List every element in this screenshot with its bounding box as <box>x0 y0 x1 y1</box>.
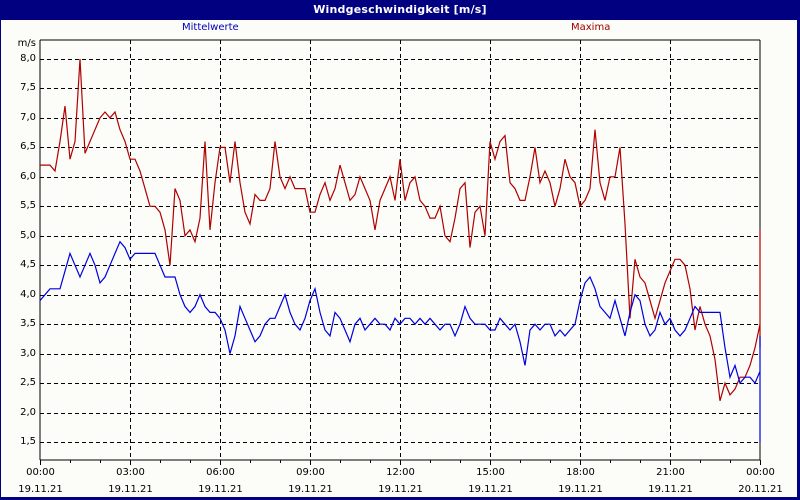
x-tick-date: 19.11.21 <box>18 484 63 495</box>
x-tick-date: 19.11.21 <box>648 484 693 495</box>
y-tick-label: 3,5 <box>20 317 36 329</box>
series-maxima-line <box>40 58 761 401</box>
x-tick-time: 09:00 <box>296 467 325 478</box>
x-tick-date: 19.11.21 <box>558 484 603 495</box>
x-tick-date: 19.11.21 <box>288 484 333 495</box>
x-tick-time: 03:00 <box>116 467 145 478</box>
x-tick-time: 21:00 <box>656 467 685 478</box>
y-tick-label: 2,0 <box>20 406 36 418</box>
y-tick-label: 8,0 <box>20 52 36 64</box>
x-tick-date: 19.11.21 <box>108 484 153 495</box>
y-tick-label: 5,0 <box>20 229 36 241</box>
x-tick-time: 12:00 <box>386 467 415 478</box>
y-tick-label: 6,0 <box>20 170 36 182</box>
window-title: Windgeschwindigkeit [m/s] <box>0 0 800 20</box>
y-tick-label: 6,5 <box>20 140 36 152</box>
x-tick-time: 18:00 <box>566 467 595 478</box>
y-axis-unit: m/s <box>17 38 36 49</box>
series-mittelwerte-line <box>39 240 761 442</box>
y-tick-label: 4,0 <box>20 288 36 300</box>
x-tick-time: 06:00 <box>206 467 235 478</box>
chart-panel <box>1 20 797 497</box>
y-tick-label: 2,5 <box>20 376 36 388</box>
x-tick-time: 15:00 <box>476 467 505 478</box>
y-tick-label: 1,5 <box>20 435 36 447</box>
y-tick-label: 4,5 <box>20 258 36 270</box>
legend-maxima: Maxima <box>571 22 611 33</box>
y-tick-label: 3,0 <box>20 347 36 359</box>
legend-mittelwerte: Mittelwerte <box>182 22 239 33</box>
x-tick-date: 19.11.21 <box>468 484 513 495</box>
y-tick-label: 5,5 <box>20 199 36 211</box>
x-tick-time: 00:00 <box>26 467 55 478</box>
x-tick-time: 00:00 <box>746 467 775 478</box>
x-tick-date: 19.11.21 <box>378 484 423 495</box>
y-tick-label: 7,5 <box>20 81 36 93</box>
y-tick-label: 7,0 <box>20 111 36 123</box>
x-tick-date: 20.11.21 <box>738 484 783 495</box>
x-tick-date: 19.11.21 <box>198 484 243 495</box>
